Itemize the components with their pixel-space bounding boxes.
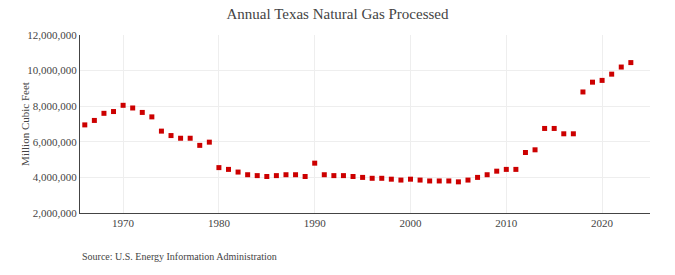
svg-text:2,000,000: 2,000,000: [33, 207, 78, 219]
svg-text:2010: 2010: [495, 217, 518, 229]
svg-text:8,000,000: 8,000,000: [33, 100, 78, 112]
svg-text:4,000,000: 4,000,000: [33, 171, 78, 183]
svg-text:Annual Texas Natural Gas Proce: Annual Texas Natural Gas Processed: [227, 6, 449, 22]
svg-text:2000: 2000: [400, 217, 423, 229]
svg-text:Source: U.S. Energy Informatio: Source: U.S. Energy Information Administ…: [82, 251, 277, 262]
svg-text:2020: 2020: [591, 217, 614, 229]
svg-text:Million Cubic Feet: Million Cubic Feet: [19, 82, 31, 166]
svg-text:1990: 1990: [304, 217, 327, 229]
svg-text:6,000,000: 6,000,000: [33, 136, 78, 148]
svg-text:12,000,000: 12,000,000: [27, 29, 77, 41]
svg-text:10,000,000: 10,000,000: [27, 64, 77, 76]
svg-text:1970: 1970: [112, 217, 135, 229]
svg-text:1980: 1980: [208, 217, 231, 229]
